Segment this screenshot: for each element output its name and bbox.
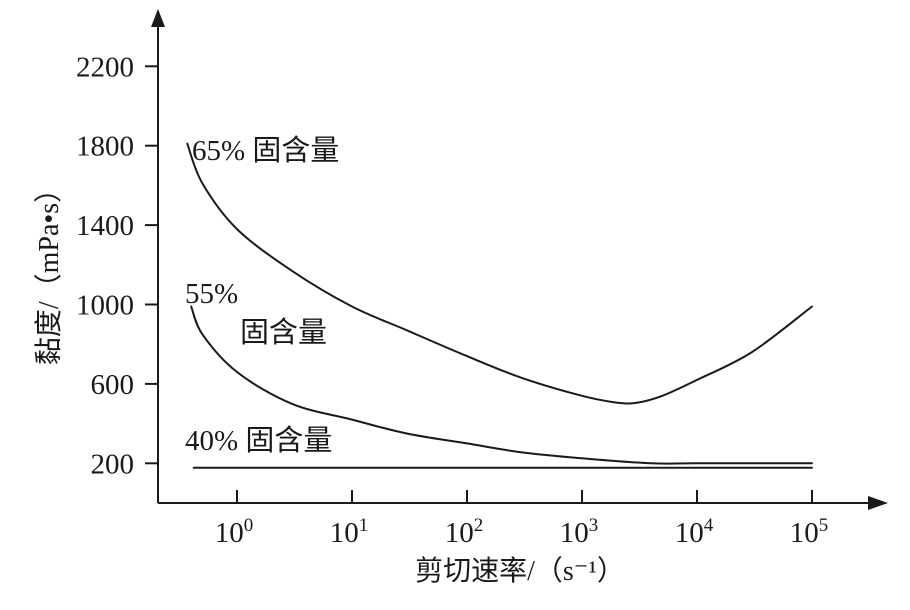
x-tick-label: 102 — [445, 515, 484, 549]
y-tick-label: 1800 — [76, 131, 134, 163]
x-tick-label: 101 — [330, 515, 369, 549]
x-axis-label: 剪切速率/（s⁻¹） — [415, 555, 625, 587]
x-tick-label: 104 — [675, 515, 714, 549]
y-tick-label: 600 — [91, 369, 135, 401]
x-tick-label: 103 — [560, 515, 599, 549]
series-line-55 — [190, 305, 813, 465]
series-labels: 65% 固含量 55% 固含量 40% 固含量 — [185, 134, 339, 457]
series-label-40: 40% 固含量 — [185, 424, 332, 457]
series-label-55-line2: 固含量 — [240, 316, 327, 349]
y-tick-label: 200 — [91, 448, 135, 480]
x-tick-label: 100 — [215, 515, 254, 549]
y-axis-arrowhead — [151, 9, 165, 27]
x-axis-arrowhead — [868, 496, 888, 510]
x-tick-label: 105 — [790, 515, 829, 549]
series-label-55-line1: 55% — [185, 278, 238, 310]
y-axis-label: 黏度/（mPa•s） — [33, 175, 65, 365]
x-ticks: 100 101 102 103 104 105 — [215, 490, 829, 549]
series-line-65 — [186, 142, 813, 405]
axes — [151, 9, 888, 510]
series-layer — [186, 142, 813, 469]
y-ticks: 200 600 1000 1400 1800 2200 — [76, 51, 158, 480]
series-label-65: 65% 固含量 — [192, 134, 339, 167]
y-tick-label: 2200 — [76, 51, 134, 83]
y-tick-label: 1400 — [76, 210, 134, 242]
y-tick-label: 1000 — [76, 290, 134, 322]
